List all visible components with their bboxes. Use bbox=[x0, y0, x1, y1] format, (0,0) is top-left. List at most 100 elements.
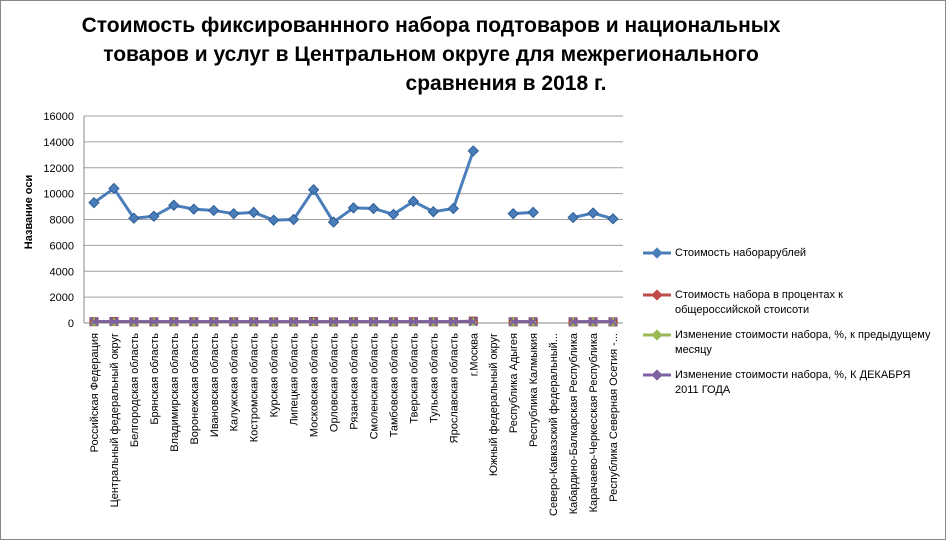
y-tick-label: 2000 bbox=[50, 292, 74, 304]
legend-label: Изменение стоимости набора, %, К ДЕКАБРЯ… bbox=[675, 369, 911, 396]
x-tick-label: Владимирская область bbox=[169, 333, 181, 452]
data-point bbox=[228, 207, 240, 220]
data-point bbox=[528, 316, 538, 327]
data-point bbox=[248, 316, 259, 327]
data-point bbox=[169, 316, 179, 327]
data-point bbox=[567, 211, 579, 224]
data-point bbox=[229, 316, 239, 327]
data-point bbox=[148, 210, 160, 222]
data-point bbox=[308, 316, 319, 327]
data-point bbox=[108, 182, 120, 195]
legend-marker bbox=[643, 329, 671, 341]
data-point bbox=[129, 316, 139, 327]
legend-marker bbox=[643, 289, 671, 301]
data-point bbox=[88, 196, 100, 209]
x-tick-label: Костромская область bbox=[249, 333, 261, 443]
x-tick-label: Московская область bbox=[309, 333, 321, 437]
legend-label: Изменение стоимости набора, %, к предыду… bbox=[675, 329, 931, 356]
data-point bbox=[168, 199, 180, 211]
x-tick-label: Тверская область bbox=[408, 333, 420, 424]
data-point bbox=[527, 206, 539, 219]
data-point bbox=[468, 316, 478, 327]
data-point bbox=[307, 184, 320, 196]
x-tick-label: Южный федеральный округ bbox=[488, 333, 500, 476]
data-point bbox=[568, 316, 578, 327]
data-point bbox=[188, 203, 200, 215]
legend-label: Стоимость набора в процентах к общеросси… bbox=[675, 289, 843, 316]
series-line bbox=[93, 150, 475, 225]
x-tick-label: Смоленская область bbox=[368, 333, 380, 440]
x-tick-label: Республика Калмыкия bbox=[528, 333, 540, 447]
x-tick-label: Рязанская область bbox=[349, 333, 361, 430]
x-tick-label: Тульская область bbox=[428, 333, 440, 423]
y-tick-label: 4000 bbox=[50, 266, 74, 278]
x-tick-label: Курская область bbox=[269, 333, 281, 418]
data-point bbox=[327, 216, 340, 228]
data-point bbox=[109, 316, 119, 327]
x-tick-label: Центральный федеральный округ bbox=[109, 333, 121, 507]
data-point bbox=[508, 316, 518, 327]
chart-title: Стоимость фиксированнного набора подтова… bbox=[61, 11, 801, 98]
x-tick-label: Республика Адыгея bbox=[508, 333, 520, 433]
data-point bbox=[208, 204, 220, 217]
y-tick-label: 14000 bbox=[43, 137, 74, 149]
x-tick-label: г.Москва bbox=[468, 332, 480, 376]
data-point bbox=[347, 202, 360, 214]
data-point bbox=[507, 207, 519, 220]
data-point bbox=[268, 316, 279, 327]
x-tick-label: Кабардино-Балкарская Республика bbox=[568, 332, 580, 514]
x-tick-label: Брянская область bbox=[149, 333, 161, 425]
y-tick-label: 10000 bbox=[43, 189, 74, 201]
data-point bbox=[587, 207, 599, 219]
x-tick-label: Северо-Кавказский федеральный... bbox=[548, 333, 560, 516]
data-point bbox=[408, 316, 419, 327]
data-point bbox=[447, 202, 460, 215]
data-point bbox=[387, 208, 400, 221]
data-point bbox=[448, 316, 459, 327]
title-line: Стоимость фиксированнного набора подтова… bbox=[81, 14, 781, 37]
data-point bbox=[368, 316, 379, 327]
data-point bbox=[588, 316, 598, 327]
data-point bbox=[247, 206, 260, 219]
title-line: товаров и услуг в Центральном округе для… bbox=[103, 43, 759, 66]
data-point bbox=[328, 316, 339, 327]
data-point bbox=[128, 212, 140, 224]
y-tick-label: 0 bbox=[68, 318, 74, 330]
data-point bbox=[288, 316, 299, 327]
data-point bbox=[427, 206, 440, 218]
data-point bbox=[89, 316, 99, 327]
data-point bbox=[388, 316, 399, 327]
data-point bbox=[287, 213, 300, 226]
data-point bbox=[607, 213, 619, 225]
data-point bbox=[348, 316, 359, 327]
data-point bbox=[209, 316, 219, 327]
x-tick-label: Липецкая область bbox=[289, 333, 301, 426]
x-tick-label: Ярославская область bbox=[448, 333, 460, 444]
x-tick-label: Калужская область bbox=[229, 333, 241, 432]
x-tick-label: Тамбовская область bbox=[388, 333, 400, 438]
title-line: сравнения в 2018 г. bbox=[405, 72, 607, 95]
y-tick-label: 16000 bbox=[43, 111, 74, 123]
legend-marker bbox=[643, 247, 671, 259]
data-point bbox=[367, 202, 380, 215]
data-point bbox=[467, 145, 479, 157]
x-tick-label: Ивановская область bbox=[209, 333, 221, 437]
x-tick-label: Белгородская область bbox=[129, 333, 141, 447]
legend-marker bbox=[643, 369, 671, 381]
y-tick-label: 12000 bbox=[43, 163, 74, 175]
y-tick-label: 8000 bbox=[50, 215, 74, 227]
x-tick-label: Карачаево-Черкесская Республика bbox=[588, 332, 600, 512]
x-tick-label: Российская Федерация bbox=[89, 333, 101, 452]
data-point bbox=[407, 195, 420, 208]
data-point bbox=[267, 214, 280, 226]
data-point bbox=[608, 316, 618, 327]
y-tick-label: 6000 bbox=[50, 240, 74, 252]
x-tick-label: Республика Северная Осетия -... bbox=[608, 333, 620, 502]
legend-label: Стоимость наборарублей bbox=[675, 247, 807, 259]
data-point bbox=[428, 316, 439, 327]
x-tick-label: Воронежская область bbox=[189, 333, 201, 445]
data-point bbox=[149, 316, 159, 327]
x-tick-label: Орловская область bbox=[329, 333, 341, 432]
